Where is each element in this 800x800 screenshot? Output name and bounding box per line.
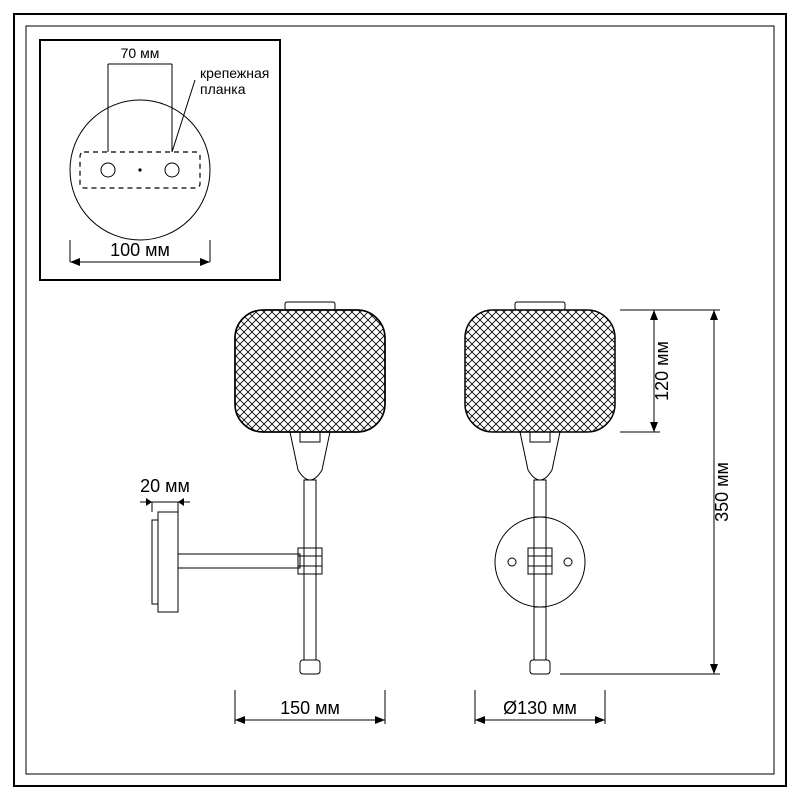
plate-label-2: планка (200, 81, 246, 97)
dim-150-label: 150 мм (280, 698, 340, 718)
side-view: 20 мм 150 мм (140, 302, 385, 724)
dim-20-label: 20 мм (140, 476, 190, 496)
front-view: 120 мм 350 мм Ø130 мм (465, 302, 732, 724)
drawing-frame: 70 мм крепежная планка 100 мм (0, 0, 800, 800)
technical-drawing: 70 мм крепежная планка 100 мм (0, 0, 800, 800)
plate-label-1: крепежная (200, 65, 269, 81)
dim-130-label: Ø130 мм (503, 698, 577, 718)
dim-100-label: 100 мм (110, 240, 170, 260)
dim-70-label: 70 мм (121, 45, 160, 61)
dim-350-label: 350 мм (712, 462, 732, 522)
inset-detail: 70 мм крепежная планка 100 мм (40, 40, 280, 280)
dim-120-label: 120 мм (652, 341, 672, 401)
